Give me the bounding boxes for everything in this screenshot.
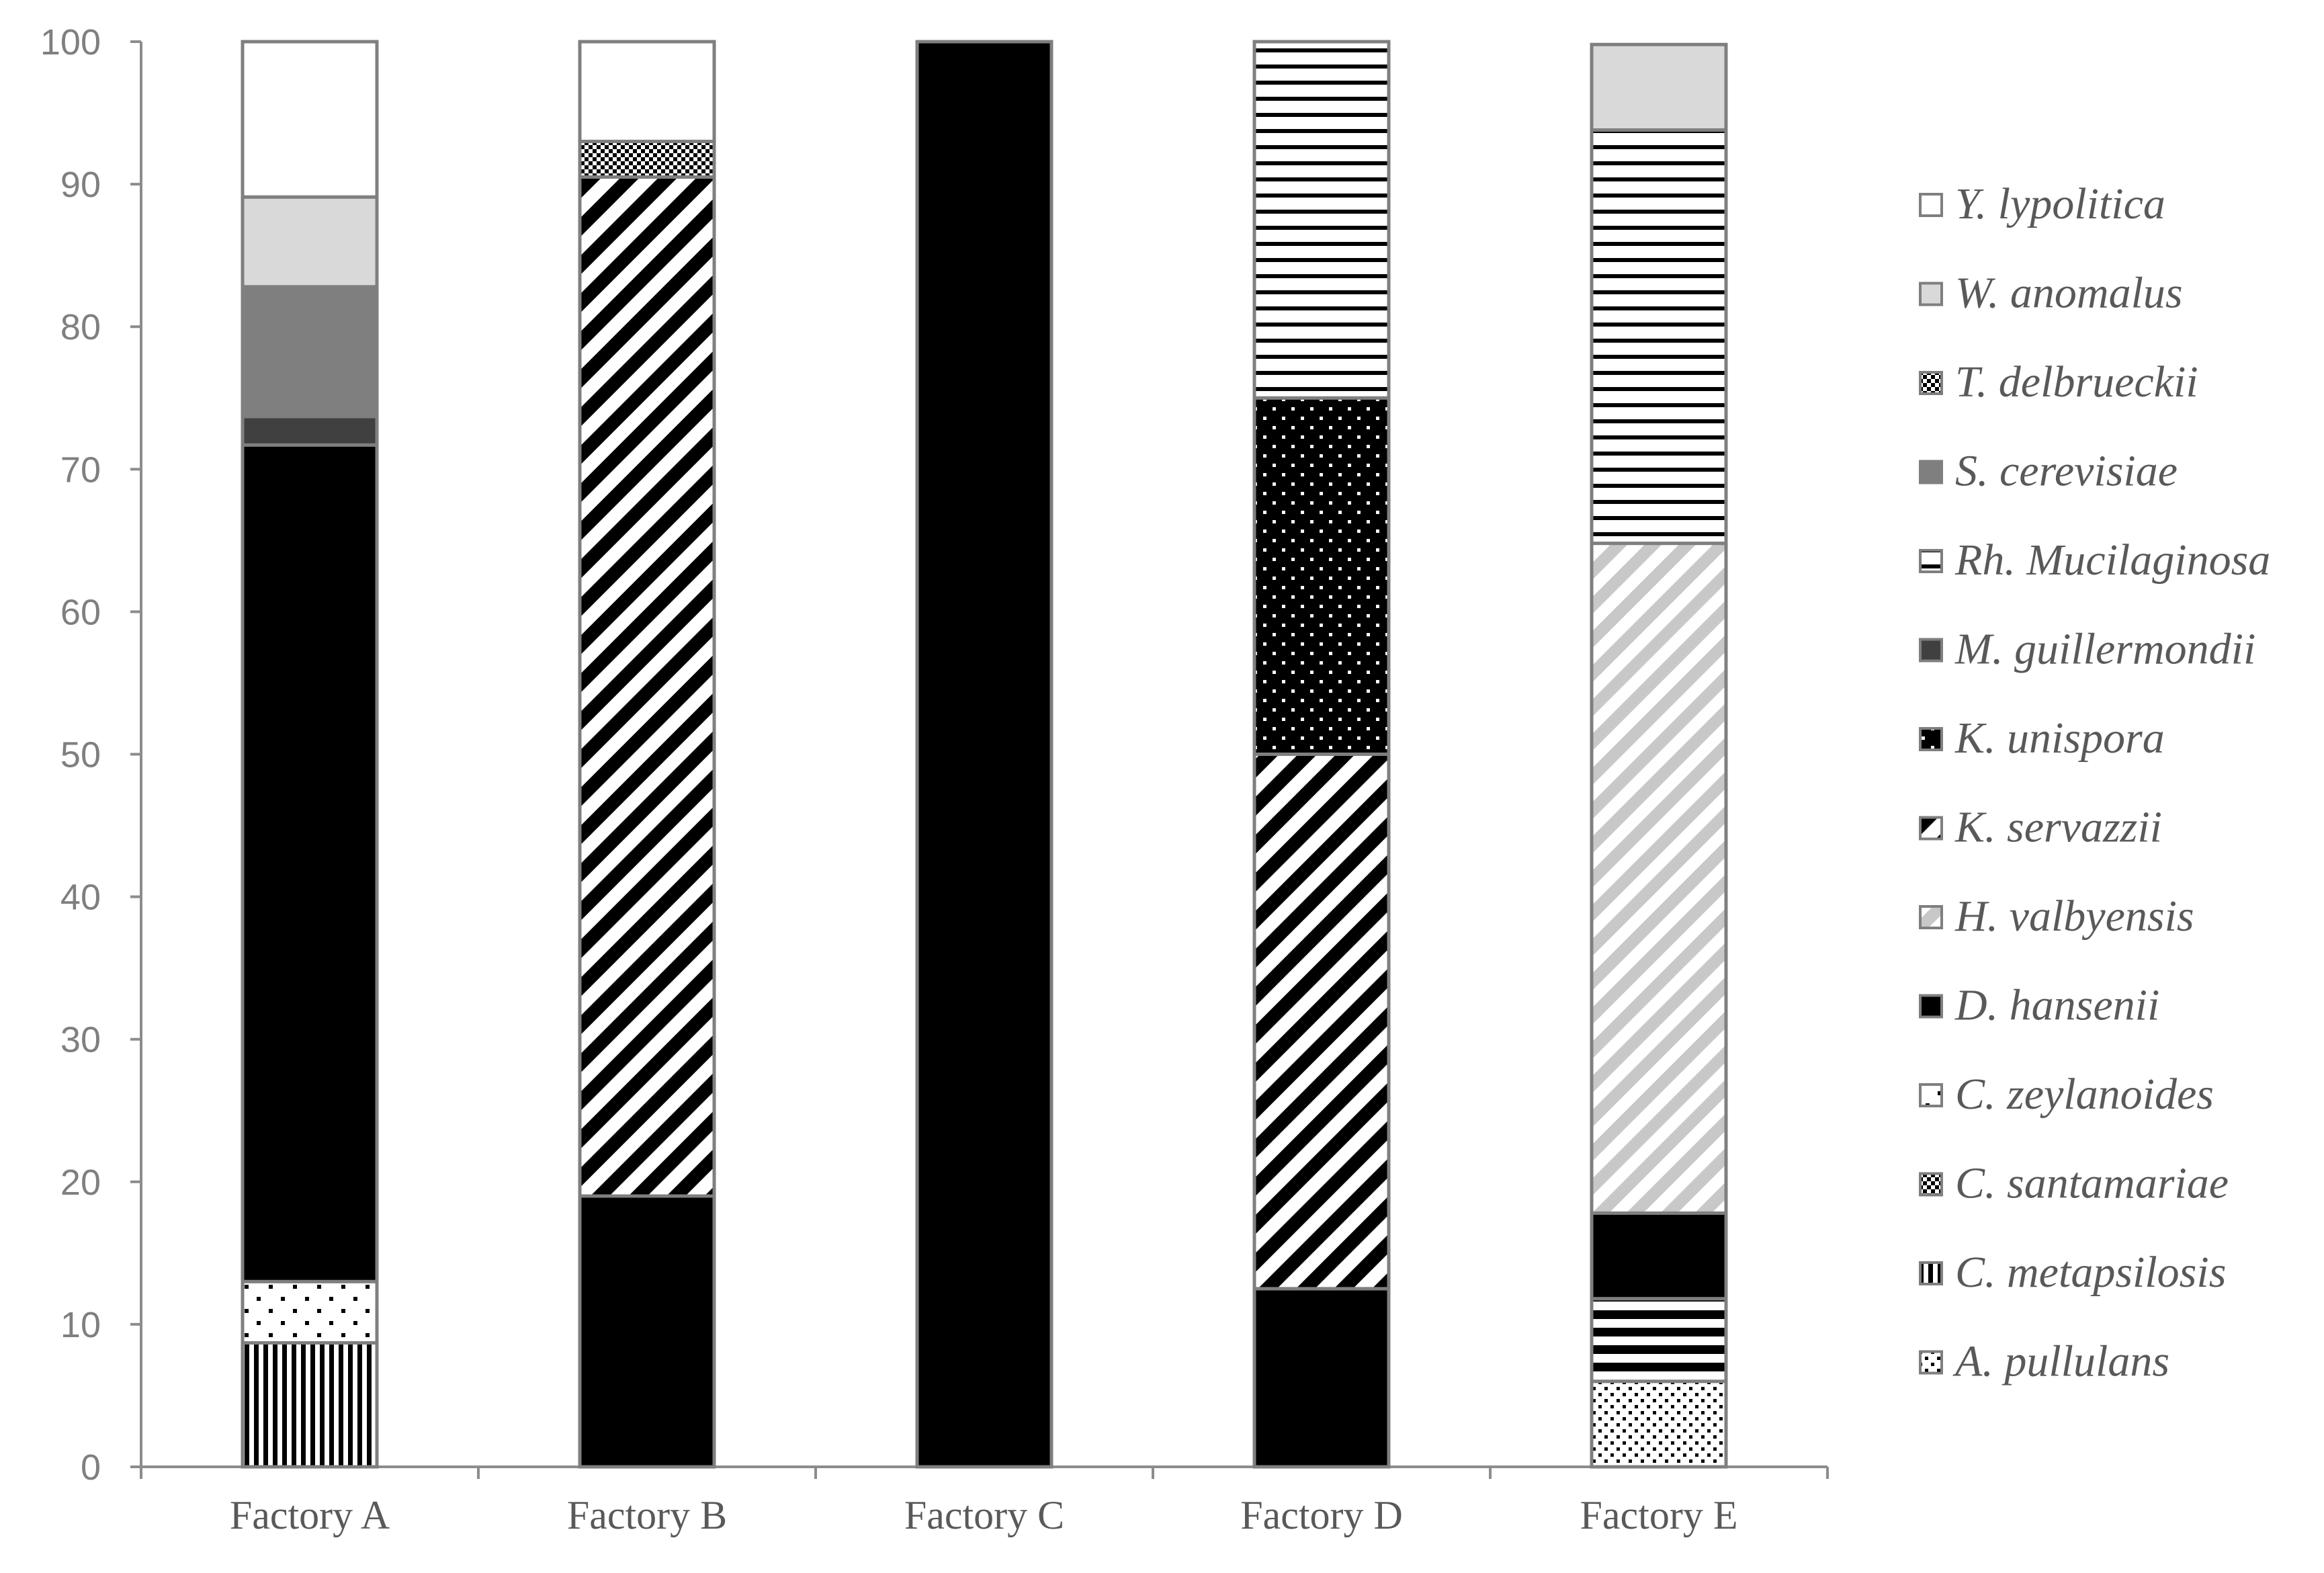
bar-factory-e-rh-mucilaginosa <box>1590 128 1728 546</box>
legend-label-k-servazzii: K. servazzii <box>1954 803 2162 852</box>
legend-label-c-santamariae: C. santamariae <box>1955 1159 2229 1208</box>
bar-factory-b-y-lypolitica <box>578 40 716 143</box>
legend-swatch-c-santamariae <box>1919 1172 1943 1197</box>
x-tick-label-factory-b: Factory B <box>567 1493 727 1537</box>
bar-factory-a-c-metapsilosis <box>241 1341 379 1469</box>
bar-factory-d-k-unispora <box>1252 396 1391 756</box>
bar-factory-a-s-cerevisiae <box>241 285 379 419</box>
bar-factory-a-m-guillermondii <box>241 415 379 447</box>
legend-swatch-h-valbyensis <box>1919 905 1943 929</box>
legend-swatch-w-anomalus <box>1919 282 1943 306</box>
legend-swatch-m-guillermondii <box>1919 638 1943 663</box>
bar-factory-e-segment <box>1590 1297 1728 1384</box>
y-tick-label-90: 90 <box>60 165 101 205</box>
y-tick-label-100: 100 <box>40 22 101 62</box>
y-tick-label-70: 70 <box>60 450 101 490</box>
bar-factory-d-k-servazzii <box>1252 753 1391 1291</box>
legend-swatch-t-delbrueckii <box>1919 371 1943 395</box>
legend-swatch-k-servazzii <box>1919 816 1943 841</box>
legend-label-rh-mucilaginosa: Rh. Mucilaginosa <box>1954 536 2270 585</box>
legend-label-y-lypolitica: Y. lypolitica <box>1955 179 2165 228</box>
bar-factory-d-d-hansenii <box>1252 1287 1391 1469</box>
y-tick-label-40: 40 <box>60 878 101 918</box>
legend-swatch-d-hansenii <box>1919 994 1943 1019</box>
y-tick-label-10: 10 <box>60 1305 101 1345</box>
legend-label-w-anomalus: W. anomalus <box>1955 269 2183 318</box>
legend-label-h-valbyensis: H. valbyensis <box>1954 892 2194 941</box>
legend-swatch-c-zeylanoides <box>1919 1083 1943 1107</box>
bar-factory-b-d-hansenii <box>578 1194 716 1469</box>
legend-label-c-zeylanoides: C. zeylanoides <box>1955 1070 2214 1119</box>
legend-label-d-hansenii: D. hansenii <box>1954 981 2159 1030</box>
bar-factory-b-k-servazzii <box>578 175 716 1198</box>
y-tick-label-30: 30 <box>60 1020 101 1060</box>
legend-label-m-guillermondii: M. guillermondii <box>1954 625 2255 674</box>
bar-factory-a-d-hansenii <box>241 443 379 1283</box>
legend-label-a-pullulans: A. pullulans <box>1952 1337 2169 1386</box>
legend-swatch-c-metapsilosis <box>1919 1261 1943 1285</box>
bar-factory-b-t-delbrueckii <box>578 139 716 179</box>
bar-factory-e-segment <box>1590 1211 1728 1301</box>
y-tick-label-80: 80 <box>60 307 101 347</box>
x-tick-label-factory-a: Factory A <box>230 1493 390 1537</box>
x-tick-label-factory-c: Factory C <box>904 1493 1064 1537</box>
legend-label-c-metapsilosis: C. metapsilosis <box>1955 1248 2226 1297</box>
y-tick-label-60: 60 <box>60 592 101 632</box>
y-tick-label-0: 0 <box>81 1447 101 1488</box>
x-tick-label-factory-e: Factory E <box>1580 1493 1738 1537</box>
legend-swatch-rh-mucilaginosa <box>1919 549 1943 573</box>
legend-swatch-y-lypolitica <box>1919 193 1943 217</box>
legend-label-k-unispora: K. unispora <box>1954 714 2165 763</box>
legend-swatch-a-pullulans <box>1919 1350 1943 1375</box>
bar-factory-e-h-valbyensis <box>1590 542 1728 1215</box>
bar-factory-a-y-lypolitica <box>241 40 379 199</box>
y-tick-label-20: 20 <box>60 1162 101 1203</box>
bar-factory-c-d-hansenii <box>915 40 1053 1469</box>
bar-factory-a-w-anomalus <box>241 195 379 289</box>
legend-swatch-s-cerevisiae <box>1919 460 1943 484</box>
legend-swatch-k-unispora <box>1919 727 1943 751</box>
y-tick-label-50: 50 <box>60 735 101 775</box>
bar-factory-e-a-pullulans <box>1590 1379 1728 1469</box>
legend-label-t-delbrueckii: T. delbrueckii <box>1955 357 2198 407</box>
x-tick-label-factory-d: Factory D <box>1240 1493 1403 1537</box>
bar-factory-e-w-anomalus <box>1590 42 1728 132</box>
bar-factory-d-rh-mucilaginosa <box>1252 40 1391 400</box>
bar-factory-a-c-zeylanoides <box>241 1279 379 1345</box>
legend-label-s-cerevisiae: S. cerevisiae <box>1955 447 2178 496</box>
